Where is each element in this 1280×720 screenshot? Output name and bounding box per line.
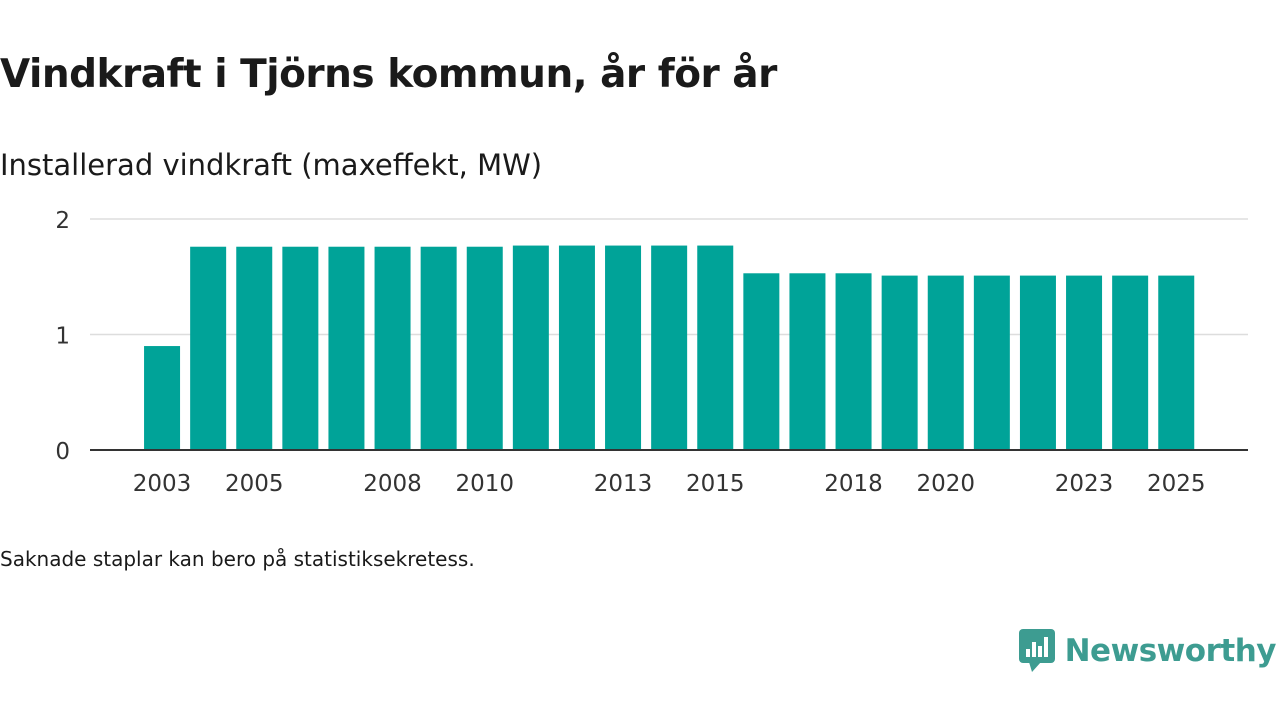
bar-2005 — [236, 246, 273, 450]
brand-name: Newsworthy — [1064, 633, 1277, 669]
bar-2009 — [420, 246, 457, 450]
bar-2015 — [697, 245, 734, 450]
bar-2004 — [190, 246, 227, 450]
bar-2006 — [282, 246, 319, 450]
bar-2008 — [374, 246, 411, 450]
bar-2013 — [605, 245, 642, 450]
bar-2010 — [466, 246, 503, 450]
bar-2007 — [328, 246, 365, 450]
bar-2014 — [651, 245, 688, 450]
footnote: Saknade staplar kan bero på statistiksek… — [0, 547, 475, 571]
bar-2017 — [789, 273, 826, 450]
x-tick-label-2018: 2018 — [824, 471, 883, 497]
chart-subtitle: Installerad vindkraft (maxeffekt, MW) — [0, 148, 543, 182]
y-tick-label: 1 — [55, 324, 70, 350]
x-tick-label-2013: 2013 — [594, 471, 653, 497]
bar-2024 — [1112, 275, 1149, 450]
x-tick-label-2015: 2015 — [686, 471, 745, 497]
chart-title: Vindkraft i Tjörns kommun, år för år — [0, 52, 777, 97]
x-axis-ticks: 2003 2005 2008 2010 2013 2015 2018 2020 2023 2025 — [133, 471, 1206, 497]
x-tick-label-2025: 2025 — [1147, 471, 1206, 497]
bar-2020 — [927, 275, 964, 450]
bar-chart: 0 1 2 2003 2005 2008 2010 2013 2015 2018 2020 2023… — [55, 208, 1248, 497]
bar-2019 — [881, 275, 918, 450]
y-tick-label: 0 — [55, 439, 70, 465]
bar-2012 — [558, 245, 595, 450]
bar-2021 — [973, 275, 1010, 450]
x-tick-label-2005: 2005 — [225, 471, 284, 497]
newsworthy-logo-icon — [1018, 629, 1055, 672]
bar-2016 — [743, 273, 780, 450]
newsworthy-logo: Newsworthy — [1018, 629, 1277, 673]
x-tick-label-2003: 2003 — [133, 471, 192, 497]
bar-2018 — [835, 273, 872, 450]
bar-2011 — [512, 245, 549, 450]
y-tick-label: 2 — [55, 208, 70, 234]
x-tick-label-2020: 2020 — [916, 471, 975, 497]
x-tick-label-2008: 2008 — [363, 471, 422, 497]
bar-2022 — [1019, 275, 1056, 450]
x-tick-label-2023: 2023 — [1055, 471, 1114, 497]
bar-2025 — [1158, 275, 1195, 450]
y-axis-ticks: 0 1 2 — [55, 208, 70, 465]
x-tick-label-2010: 2010 — [455, 471, 514, 497]
bars — [144, 245, 1195, 450]
bar-2003 — [144, 346, 181, 450]
bar-2023 — [1066, 275, 1103, 450]
